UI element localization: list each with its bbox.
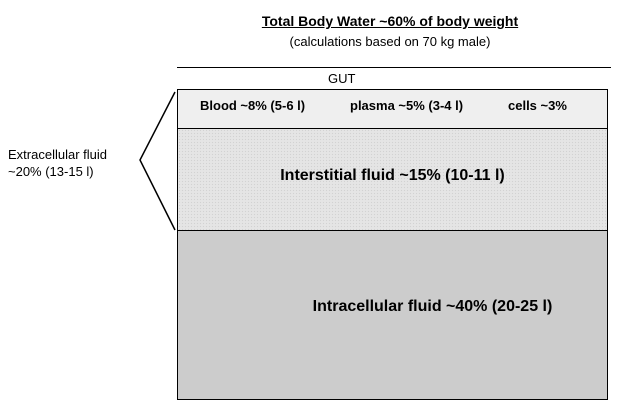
diagram-title: Total Body Water ~60% of body weight: [261, 13, 519, 29]
interstitial-compartment: [177, 128, 608, 231]
intracellular-label: Intracellular fluid ~40% (20-25 l): [312, 298, 553, 315]
cells-label: cells ~3%: [508, 98, 567, 113]
interstitial-label: Interstitial fluid ~15% (10-11 l): [280, 167, 505, 184]
gut-boundary-line: [177, 67, 611, 68]
extracellular-label-line2: ~20% (13-15 l): [8, 164, 94, 179]
blood-label: Blood ~8% (5-6 l): [200, 98, 306, 113]
extracellular-label-line1: Extracellular fluid: [8, 147, 107, 162]
bracket-line: [139, 91, 176, 231]
intracellular-compartment: [177, 230, 608, 400]
diagram-subtitle: (calculations based on 70 kg male): [289, 34, 491, 49]
blood-compartment: [177, 89, 608, 129]
extracellular-label: Extracellular fluid ~20% (13-15 l): [8, 146, 107, 180]
gut-label: GUT: [328, 71, 356, 86]
plasma-label: plasma ~5% (3-4 l): [350, 98, 464, 113]
